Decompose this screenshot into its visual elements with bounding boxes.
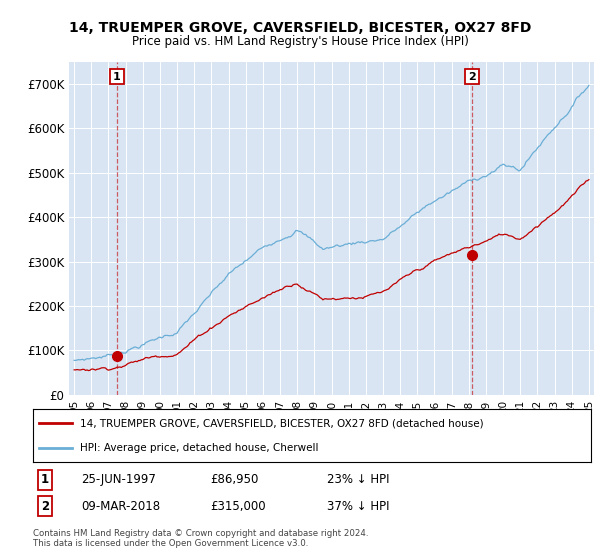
Text: 2: 2	[468, 72, 476, 82]
Text: 09-MAR-2018: 09-MAR-2018	[81, 500, 160, 513]
Text: £86,950: £86,950	[210, 473, 259, 487]
Text: 25-JUN-1997: 25-JUN-1997	[81, 473, 156, 487]
Text: Price paid vs. HM Land Registry's House Price Index (HPI): Price paid vs. HM Land Registry's House …	[131, 35, 469, 48]
Text: HPI: Average price, detached house, Cherwell: HPI: Average price, detached house, Cher…	[80, 442, 319, 452]
Text: 23% ↓ HPI: 23% ↓ HPI	[327, 473, 389, 487]
Text: 1: 1	[41, 473, 49, 487]
Text: 2: 2	[41, 500, 49, 513]
Text: £315,000: £315,000	[210, 500, 266, 513]
Text: 37% ↓ HPI: 37% ↓ HPI	[327, 500, 389, 513]
Text: Contains HM Land Registry data © Crown copyright and database right 2024.
This d: Contains HM Land Registry data © Crown c…	[33, 529, 368, 548]
Text: 1: 1	[113, 72, 121, 82]
Text: 14, TRUEMPER GROVE, CAVERSFIELD, BICESTER, OX27 8FD (detached house): 14, TRUEMPER GROVE, CAVERSFIELD, BICESTE…	[80, 418, 484, 428]
Text: 14, TRUEMPER GROVE, CAVERSFIELD, BICESTER, OX27 8FD: 14, TRUEMPER GROVE, CAVERSFIELD, BICESTE…	[69, 21, 531, 35]
